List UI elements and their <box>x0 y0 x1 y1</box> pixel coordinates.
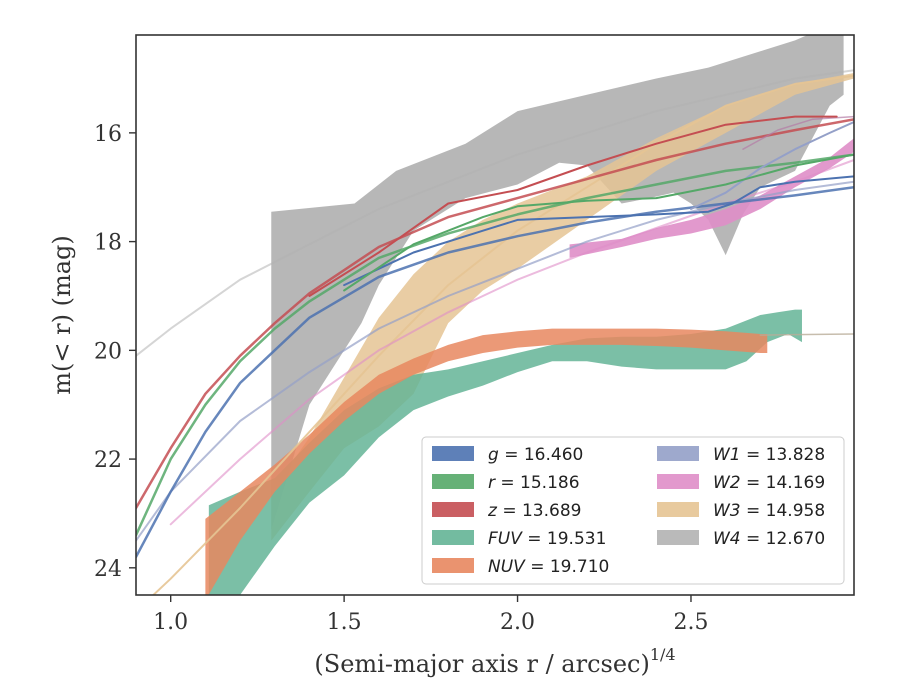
band-w3 <box>271 73 854 541</box>
x-tick-label: 1.5 <box>327 610 362 635</box>
legend-swatch-z <box>432 502 474 517</box>
legend-label-w4: W4 = 12.670 <box>713 529 825 549</box>
x-tick-label: 2.0 <box>500 610 535 635</box>
band-w4 <box>271 35 844 530</box>
x-axis-title: (Semi-major axis r / arcsec)1/4 <box>314 645 675 678</box>
legend-label-w1: W1 = 13.828 <box>713 445 825 465</box>
x-tick-label: 2.5 <box>673 610 708 635</box>
axes: 1.0 1.5 2.0 2.5 16 18 20 22 24 <box>94 122 708 635</box>
legend-swatch-w4 <box>657 530 699 545</box>
legend-label-g: g = 16.460 <box>488 445 583 465</box>
curve-w2-data <box>742 115 854 150</box>
legend-label-z: z = 13.689 <box>487 501 581 521</box>
legend: g = 16.460 r = 15.186 z = 13.689 FUV = 19.5… <box>421 436 845 585</box>
legend-label-r: r = 15.186 <box>488 473 580 493</box>
x-axis-title-exponent: 1/4 <box>650 645 676 664</box>
curve-w2-model <box>169 159 854 526</box>
curve-z-data <box>308 115 838 297</box>
curve-g-data <box>343 175 854 287</box>
curve-z-model <box>136 118 854 510</box>
legend-swatch-r <box>432 474 474 489</box>
legend-swatch-g <box>432 446 474 461</box>
legend-label-fuv: FUV = 19.531 <box>488 529 606 549</box>
legend-label-w3: W3 = 14.958 <box>713 501 825 521</box>
curve-w3-model <box>151 74 854 595</box>
plot-frame <box>135 34 855 596</box>
curve-r-model <box>136 153 854 537</box>
legend-swatch-w2 <box>657 474 699 489</box>
y-tick-label: 18 <box>94 231 122 256</box>
legend-frame <box>421 436 845 585</box>
y-axis-title: m(< r) (mag) <box>48 235 76 394</box>
y-tick-label: 22 <box>94 448 122 473</box>
curve-fuv-nuv-model <box>759 333 854 336</box>
y-tick-label: 20 <box>94 339 122 364</box>
legend-swatch-w1 <box>657 446 699 461</box>
x-axis-title-text: (Semi-major axis r / arcsec) <box>314 650 649 678</box>
band-w2 <box>569 138 854 258</box>
legend-swatch-fuv <box>432 530 474 545</box>
legend-swatch-w3 <box>657 502 699 517</box>
x-tick-label: 1.0 <box>153 610 188 635</box>
y-tick-label: 16 <box>94 122 122 147</box>
legend-label-w2: W2 = 14.169 <box>713 473 825 493</box>
legend-swatch-nuv <box>432 558 474 573</box>
y-tick-label: 24 <box>94 557 122 582</box>
plot-area <box>136 35 854 595</box>
curve-w4-model <box>136 69 854 357</box>
legend-label-nuv: NUV = 19.710 <box>488 557 609 577</box>
curve-w1-data <box>690 121 854 210</box>
curve-r-data <box>343 153 854 292</box>
curve-g-model <box>136 185 854 559</box>
